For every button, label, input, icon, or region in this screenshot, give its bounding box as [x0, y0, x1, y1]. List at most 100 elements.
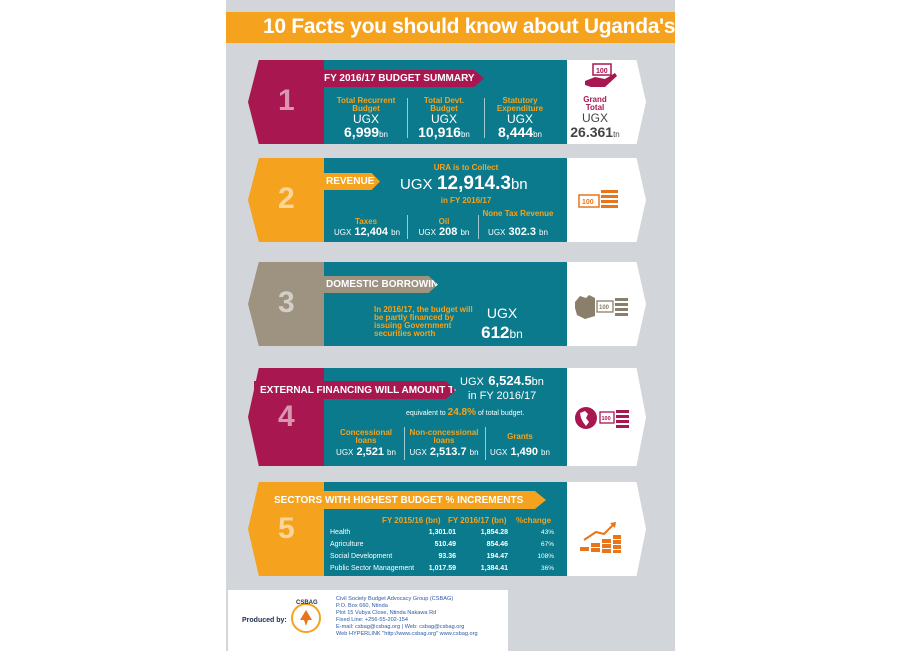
svg-text:100: 100 [582, 199, 594, 206]
item-label: Taxes [354, 217, 378, 226]
fy15-value: 1,017.59 [428, 564, 456, 572]
item-value: 6,999bn [344, 124, 388, 140]
external-equivalent: equivalent to 24.8% of total budget. [406, 407, 525, 418]
fy16-value: 854.46 [486, 540, 508, 548]
revenue-period: in FY 2016/17 [440, 196, 492, 205]
item-label: Statutory Expenditure [496, 96, 544, 113]
fact-banner: DOMESTIC BORROWING [320, 276, 438, 293]
item-currency: UGX [352, 112, 379, 126]
grand-total-label: Grand Total [583, 95, 607, 112]
fy15-value: 510.49 [434, 540, 456, 548]
item-label: Grants [507, 432, 533, 441]
external-period: in FY 2016/17 [468, 390, 537, 402]
item-label: Total Recurrent Budget [336, 96, 396, 113]
column-header: FY 2016/17 (bn) [448, 516, 507, 525]
fact-icon-panel [567, 482, 646, 576]
page-title: 10 Facts you should know about Uganda's … [263, 15, 675, 38]
svg-text:100: 100 [602, 416, 611, 422]
sector-name: Public Sector Management [330, 564, 415, 572]
title-bar: 10 Facts you should know about Uganda's … [226, 12, 675, 43]
sector-table: Health 1,301.01 1,854.28 43% Agriculture… [328, 526, 556, 574]
fact-number: 5 [278, 512, 295, 545]
svg-text:100: 100 [596, 68, 608, 75]
item-label: Total Devt. Budget [423, 96, 465, 113]
item-value: UGX 12,404 bn [334, 226, 401, 238]
fact-number: 2 [278, 182, 295, 215]
fy15-value: 93.36 [438, 552, 456, 560]
divider [407, 215, 408, 239]
sector-name: Social Development [330, 552, 393, 560]
fy15-value: 1,301.01 [428, 528, 456, 536]
footer: Produced by: CSBAG Civil Society Budget … [228, 590, 508, 651]
item-value: UGX 1,490 bn [490, 446, 550, 458]
item-value: UGX 302.3 bn [488, 226, 548, 238]
grand-total-currency: UGX [581, 111, 608, 125]
grand-total-value: 26.361tn [570, 124, 620, 140]
produced-by-label: Produced by: [242, 617, 287, 624]
change-value: 108% [537, 552, 554, 560]
change-value: 36% [540, 564, 554, 572]
item-value: UGX 2,521 bn [336, 446, 396, 458]
hand-money-icon: 100 [583, 63, 619, 96]
item-value: 8,444bn [498, 124, 542, 140]
fact-icon-panel [567, 60, 646, 144]
revenue-total: UGX 12,914.3bn [400, 173, 528, 194]
fy16-value: 1,384.41 [480, 564, 508, 572]
item-value: 10,916bn [418, 124, 470, 140]
fact-panel [324, 158, 567, 242]
fact-banner: FY 2016/17 BUDGET SUMMARY [318, 70, 484, 87]
fact-number: 3 [278, 286, 295, 319]
svg-text:CSBAG: CSBAG [296, 600, 318, 606]
borrowing-text: In 2016/17, the budget will be partly fi… [374, 305, 473, 338]
item-currency: UGX [430, 112, 457, 126]
item-label: Concessional loans [339, 428, 392, 445]
item-label: None Tax Revenue [482, 209, 554, 218]
item-value: UGX 208 bn [418, 226, 470, 238]
table-row: Public Sector Management 1,017.59 1,384.… [328, 562, 556, 574]
item-value: UGX 2,513.7 bn [409, 446, 479, 458]
contact-line: P.O. Box 660, Ntinda [336, 603, 388, 609]
contact-line: Web HYPERLINK "http://www.csbag.org" www… [336, 631, 478, 637]
fact-number: 4 [278, 400, 295, 433]
item-currency: UGX [506, 112, 533, 126]
table-row: Agriculture 510.49 854.46 67% [328, 538, 556, 550]
globe-money-icon: 100 [574, 405, 630, 436]
fy16-value: 194.47 [486, 552, 508, 560]
borrowing-currency: UGX [486, 305, 518, 321]
contact-line: Fixed Line: +256-55-202-154 [336, 617, 408, 623]
contact-line: Plot 15 Vubya Close, Ntinda Nakawa Rd [336, 610, 437, 616]
contact-info: Civil Society Budget Advocacy Group (CSB… [336, 596, 478, 638]
fact-banner: EXTERNAL FINANCING WILL AMOUNT TO [254, 381, 456, 399]
item-label: Oil [438, 217, 450, 226]
divider [407, 98, 408, 138]
money-stack-icon: 100 [578, 188, 620, 215]
column-header: FY 2015/16 (bn) [382, 516, 441, 525]
table-row: Social Development 93.36 194.47 108% [328, 550, 556, 562]
sector-name: Agriculture [330, 540, 364, 548]
fact-number: 1 [278, 84, 295, 117]
revenue-intro: URA is to Collect [433, 163, 499, 172]
fy16-value: 1,854.28 [480, 528, 508, 536]
growth-coins-icon [578, 520, 622, 559]
uganda-money-icon: 100 [573, 292, 629, 325]
fact-banner: SECTORS WITH HIGHEST BUDGET % INCREMENTS [268, 491, 546, 509]
csbag-logo: CSBAG [284, 596, 328, 640]
table-row: Health 1,301.01 1,854.28 43% [328, 526, 556, 538]
contact-line: Civil Society Budget Advocacy Group (CSB… [336, 596, 454, 602]
sector-name: Health [330, 528, 351, 536]
change-value: 67% [540, 540, 554, 548]
divider [404, 427, 405, 460]
borrowing-value: 612bn [481, 323, 523, 342]
divider [478, 215, 479, 239]
svg-text:100: 100 [599, 305, 610, 311]
change-value: 43% [540, 528, 554, 536]
fact-number-arrow [248, 158, 338, 242]
item-label: Non-concessional loans [409, 428, 479, 445]
column-header: %change [516, 516, 552, 525]
contact-line: E-mail: csbag@csbag.org | Web: csbag@csb… [336, 624, 465, 630]
fact-banner: REVENUE [320, 173, 380, 190]
divider [485, 427, 486, 460]
external-total: UGX 6,524.5bn [460, 373, 544, 388]
infographic-page: 10 Facts you should know about Uganda's … [226, 0, 675, 651]
divider [484, 98, 485, 138]
